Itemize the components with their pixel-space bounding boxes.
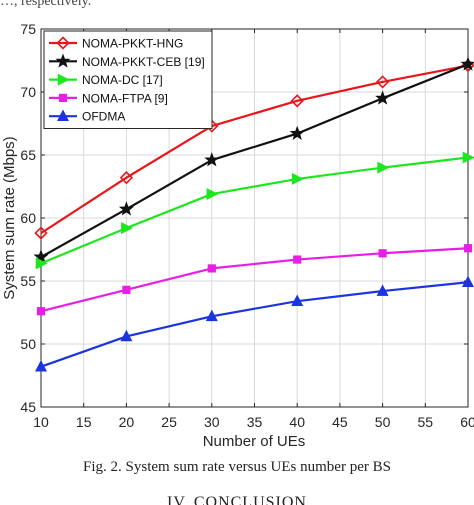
series-noma-dc-17 (35, 151, 474, 270)
y-tick-label: 65 (20, 147, 36, 163)
data-point (204, 152, 220, 167)
series-line (40, 247, 469, 313)
legend: NOMA-PKKT-HNG NOMA-PKKT-CEB [19] NOMA-DC [… (43, 30, 213, 129)
legend-marker (55, 53, 71, 68)
legend-entry: NOMA-PKKT-CEB [19] (49, 53, 205, 69)
sum-rate-chart: 10 15 20 25 30 35 40 45 50 55 60 45 50 55 60 65 70 75 NOM… (1, 21, 474, 450)
data-point (293, 255, 302, 264)
series-line (40, 64, 469, 235)
legend-entry: NOMA-FTPA [9] (49, 91, 168, 105)
x-tick-label: 25 (161, 414, 177, 430)
y-tick-label: 50 (20, 336, 36, 352)
data-point (35, 257, 48, 270)
data-point (35, 360, 47, 372)
data-point (375, 90, 391, 105)
series-noma-pkkt-ceb-19 (33, 56, 474, 264)
y-axis-label: System sum rate (Mbps) (1, 136, 18, 299)
data-point (36, 307, 46, 316)
y-tick-label: 55 (20, 273, 36, 289)
data-point (34, 226, 48, 240)
x-tick-label: 15 (76, 414, 92, 430)
data-point (33, 249, 49, 264)
x-tick-label: 10 (33, 414, 49, 430)
data-point (291, 294, 304, 306)
y-tick-label: 75 (20, 21, 36, 37)
legend-label: NOMA-PKKT-CEB [19] (82, 55, 205, 69)
data-point (289, 125, 305, 140)
legend-marker (57, 73, 70, 86)
x-tick-label: 60 (460, 414, 474, 430)
x-tick-label: 40 (289, 414, 305, 430)
x-tick-label: 30 (204, 414, 220, 430)
legend-label: NOMA-FTPA [9] (82, 91, 168, 105)
data-point (119, 171, 134, 185)
data-point (378, 249, 387, 258)
legend-label: OFDMA (82, 110, 125, 124)
data-point (377, 161, 390, 174)
series-line (40, 156, 469, 265)
data-point (205, 309, 218, 322)
legend-marker (58, 93, 68, 102)
x-tick-label: 20 (119, 414, 135, 430)
section-heading: IV. CONCLUSION (167, 494, 307, 505)
x-axis-label: Number of UEs (203, 433, 306, 450)
data-point (120, 329, 133, 342)
figure-caption: Fig. 2. System sum rate versus UEs numbe… (83, 459, 391, 475)
data-point (376, 284, 389, 296)
data-point (207, 264, 216, 273)
data-point (463, 244, 473, 253)
legend-label: NOMA-PKKT-HNG (82, 37, 183, 51)
data-point (122, 285, 131, 294)
legend-marker (56, 36, 70, 50)
data-point (121, 222, 134, 235)
x-tick-label: 55 (418, 414, 434, 430)
x-tick-label: 50 (375, 414, 391, 430)
preceding-text-fragment: …, respectively. (0, 0, 92, 9)
data-point (375, 75, 390, 89)
y-tick-label: 45 (20, 399, 36, 415)
legend-label: NOMA-DC [17] (82, 73, 163, 87)
data-series (33, 56, 474, 372)
legend-entry: NOMA-DC [17] (49, 73, 163, 87)
legend-marker (57, 109, 69, 121)
series-line (40, 281, 469, 368)
data-point (462, 275, 474, 288)
y-tick-label: 70 (20, 84, 36, 100)
y-tick-label: 60 (20, 210, 36, 226)
series-ofdma (35, 275, 474, 372)
data-point (206, 188, 219, 201)
data-point (290, 94, 304, 108)
legend-entry: NOMA-PKKT-HNG (49, 36, 183, 51)
series-noma-ftpa-9 (36, 244, 473, 316)
data-point (118, 201, 134, 216)
data-point (460, 56, 474, 71)
data-point (462, 151, 474, 164)
data-point (291, 172, 304, 185)
x-tick-label: 45 (332, 414, 348, 430)
legend-entry: OFDMA (49, 109, 125, 124)
x-tick-label: 35 (247, 414, 263, 430)
axis-ticks: 10 15 20 25 30 35 40 45 50 55 60 45 50 55 60 65 70 75 (20, 21, 474, 430)
series-line (40, 63, 469, 259)
